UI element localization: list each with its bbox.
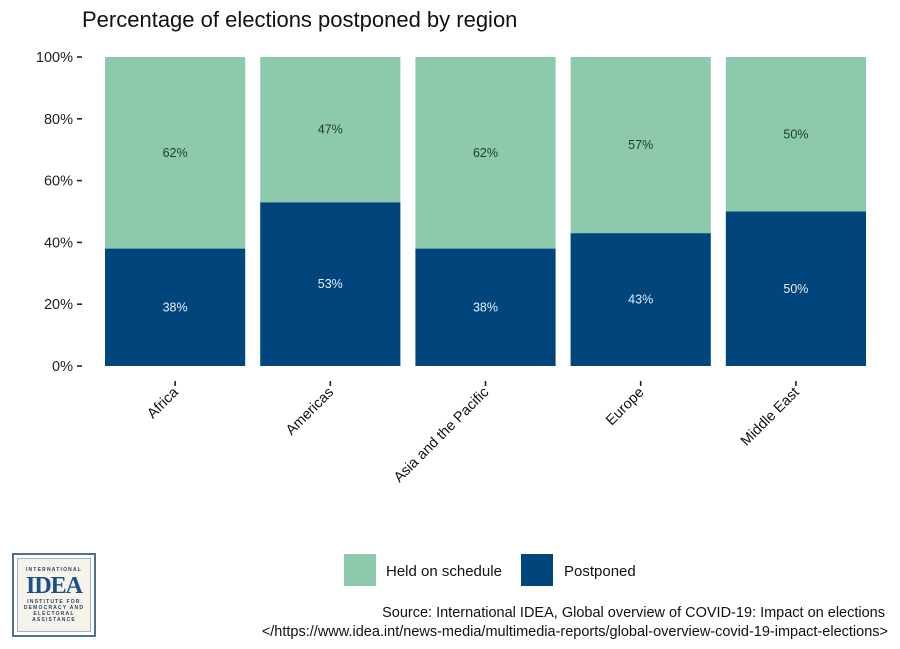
legend-swatch <box>521 554 553 586</box>
source-line-2: </https://www.idea.int/news-media/multim… <box>262 624 888 640</box>
bar-held-on-schedule <box>105 57 246 249</box>
x-tick-label: Africa <box>144 384 182 422</box>
data-label: 50% <box>783 127 808 141</box>
bar-held-on-schedule <box>260 57 401 203</box>
x-tick-label: Middle East <box>738 385 803 450</box>
bar-held-on-schedule <box>570 57 711 234</box>
source-line-1: Source: International IDEA, Global overv… <box>382 605 885 621</box>
legend: Held on schedule Postponed <box>344 554 636 586</box>
data-label: 62% <box>473 146 498 160</box>
x-axis: Africa Americas Asia and the Pacific Europe… <box>144 381 803 486</box>
bar-postponed <box>570 233 711 366</box>
logo-top-text: INTERNATIONAL <box>25 567 83 573</box>
y-tick-label: 0% <box>52 359 73 375</box>
x-tick-label: Asia and the Pacific <box>391 385 492 486</box>
logo-line-3: ELECTORAL <box>33 611 75 617</box>
y-tick-label: 20% <box>44 297 73 313</box>
legend-label: Postponed <box>564 563 636 580</box>
data-label: 43% <box>628 293 653 307</box>
bar-group-africa: 38% 62% <box>105 57 246 366</box>
y-tick-label: 100% <box>36 50 73 66</box>
data-label: 62% <box>163 146 188 160</box>
data-label: 38% <box>473 300 498 314</box>
logo-line-2: DEMOCRACY AND <box>23 605 85 611</box>
bar-postponed <box>725 211 866 366</box>
data-label: 38% <box>163 300 188 314</box>
bar-postponed <box>260 202 401 366</box>
y-tick-label: 60% <box>44 174 73 190</box>
data-label: 57% <box>628 138 653 152</box>
bar-group-middle-east: 50% 50% <box>725 57 866 366</box>
bars: 38% 62% 53% 47% 38% 62% 43% 57% 50% 50% <box>105 57 866 366</box>
legend-label: Held on schedule <box>386 563 502 580</box>
data-label: 50% <box>783 282 808 296</box>
y-tick-label: 40% <box>44 235 73 251</box>
chart-title: Percentage of elections postponed by reg… <box>82 7 517 32</box>
bar-group-asia-and-the-pacific: 38% 62% <box>415 57 556 366</box>
logo-line-4: ASSISTANCE <box>32 617 76 623</box>
logo-inner: INTERNATIONAL IDEA INSTITUTE FOR DEMOCRA… <box>17 558 91 632</box>
logo-main-text: IDEA <box>25 573 83 599</box>
bar-postponed <box>415 248 556 366</box>
source-note: Source: International IDEA, Global overv… <box>262 605 888 640</box>
bar-held-on-schedule <box>415 57 556 249</box>
x-tick-label: Europe <box>603 385 647 429</box>
y-axis: 0% 20% 40% 60% 80% 100% <box>36 50 82 375</box>
data-label: 47% <box>318 123 343 137</box>
bar-postponed <box>105 248 246 366</box>
bar-held-on-schedule <box>725 57 866 212</box>
logo-line-1: INSTITUTE FOR <box>27 599 81 605</box>
y-tick-label: 80% <box>44 112 73 128</box>
x-tick-label: Americas <box>283 385 337 439</box>
bar-group-europe: 43% 57% <box>570 57 711 366</box>
idea-logo: INTERNATIONAL IDEA INSTITUTE FOR DEMOCRA… <box>12 553 96 637</box>
bar-group-americas: 53% 47% <box>260 57 401 366</box>
data-label: 53% <box>318 277 343 291</box>
legend-swatch <box>344 554 376 586</box>
